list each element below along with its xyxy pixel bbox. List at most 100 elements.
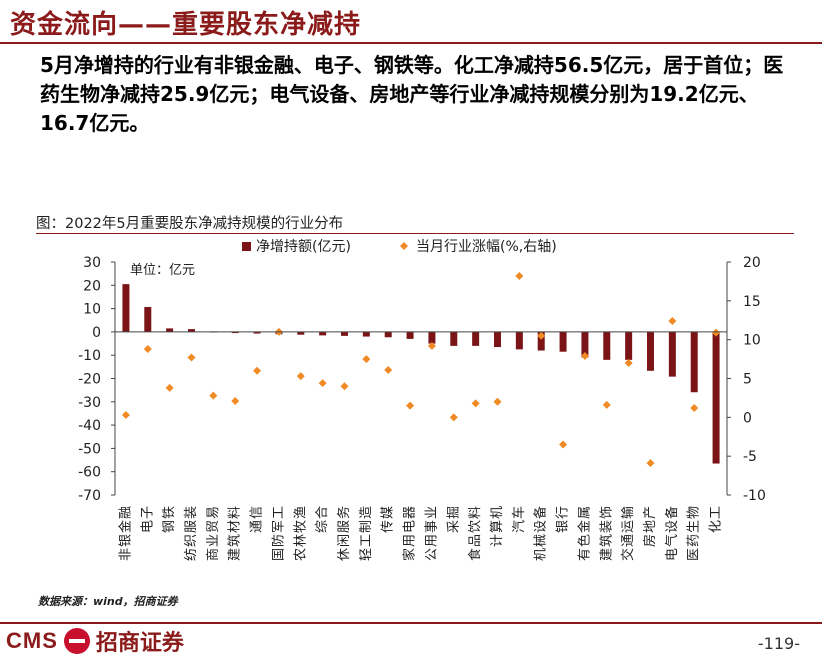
x-tick-label: 电气设备 (664, 505, 680, 561)
bar (472, 331, 480, 346)
bar (384, 331, 392, 338)
scatter-point (537, 331, 546, 340)
bar (319, 331, 327, 336)
x-tick-label: 有色金属 (576, 505, 592, 561)
scatter-point (646, 459, 655, 468)
x-tick-label: 农林牧渔 (293, 505, 308, 561)
footer-divider (0, 622, 822, 624)
summary-text: 5月净增持的行业有非银金融、电子、钢铁等。化工净减持56.5亿元，居于首位；医药… (40, 53, 784, 135)
x-tick-label: 钢铁 (162, 505, 177, 533)
x-tick-label: 家用电器 (402, 505, 418, 561)
legend-bar-label: 净增持额(亿元) (256, 239, 351, 255)
bar (668, 331, 676, 377)
bar (144, 306, 152, 332)
bar (690, 331, 698, 393)
scatter-point (187, 353, 196, 362)
x-tick-label: 建筑装饰 (598, 505, 614, 561)
bar (362, 331, 370, 337)
y-left-tick-label: 20 (83, 278, 101, 294)
y-right-tick-label: 5 (743, 372, 752, 388)
bar (537, 331, 545, 351)
page-title: 资金流向——重要股东净减持 (10, 10, 362, 40)
scatter-point (384, 365, 393, 374)
bar (515, 331, 523, 350)
y-left-tick-label: 30 (83, 255, 101, 271)
y-right-tick-label: -10 (743, 488, 766, 504)
x-tick-label: 公用事业 (424, 505, 439, 561)
x-tick-label: 汽车 (511, 505, 527, 533)
scatter-point (624, 358, 633, 367)
x-tick-label: 轻工制造 (359, 505, 374, 561)
scatter-point (580, 351, 589, 360)
y-left-tick-label: -40 (78, 418, 101, 434)
bar (625, 331, 633, 360)
scatter-point (406, 401, 415, 410)
bar (559, 331, 567, 352)
data-source: 数据来源：wind，招商证券 (38, 595, 178, 608)
y-left-tick-label: -30 (78, 395, 101, 411)
bar (603, 331, 611, 360)
scatter-point (471, 399, 480, 408)
x-tick-label: 通信 (250, 505, 265, 533)
y-right-tick-label: -5 (743, 449, 757, 465)
x-tick-label: 机械设备 (533, 505, 549, 561)
logo-chinese-text: 招商证券 (95, 631, 184, 656)
bar (712, 331, 720, 464)
bar (231, 331, 239, 334)
x-tick-label: 休闲服务 (336, 505, 352, 561)
scatter-point (712, 328, 721, 337)
legend-dot-label: 当月行业涨幅(%,右轴) (416, 239, 557, 255)
scatter-point (362, 355, 371, 364)
page-number: -119- (757, 634, 800, 653)
x-tick-label: 传媒 (381, 505, 396, 533)
bar (494, 331, 501, 348)
x-tick-label: 房地产 (642, 505, 658, 547)
x-tick-label: 综合 (315, 505, 330, 533)
chart: -70-60-50-40-30-20-100102030-10-50510152… (78, 239, 766, 561)
x-tick-label: 计算机 (490, 505, 505, 547)
x-tick-label: 医药生物 (687, 505, 702, 561)
y-right-tick-label: 10 (743, 333, 761, 349)
scatter-point (340, 382, 349, 391)
scatter-point (449, 413, 458, 422)
scatter-point (296, 372, 305, 381)
bar (581, 331, 589, 358)
scatter-point (318, 379, 327, 388)
y-right-tick-label: 0 (743, 410, 752, 426)
scatter-point (515, 271, 524, 280)
y-left-tick-label: 0 (92, 325, 101, 341)
bar (188, 329, 195, 332)
bar (406, 331, 414, 339)
bar (166, 328, 174, 332)
scatter-point (165, 383, 174, 392)
scatter-point (690, 404, 699, 413)
scatter-point (427, 341, 436, 350)
x-tick-label: 非银金融 (117, 505, 133, 561)
y-left-tick-label: -70 (78, 488, 101, 504)
scatter-point (493, 397, 502, 406)
scatter-point (121, 411, 130, 420)
y-left-tick-label: -60 (78, 465, 101, 481)
unit-label: 单位：亿元 (130, 263, 195, 278)
x-tick-label: 化工 (709, 505, 724, 533)
x-tick-label: 电子 (140, 505, 155, 533)
bar (253, 331, 261, 334)
bar (428, 331, 436, 344)
x-tick-label: 建筑材料 (227, 505, 243, 561)
scatter-point (602, 400, 611, 409)
y-left-tick-label: 10 (83, 302, 101, 318)
x-tick-label: 食品饮料 (467, 505, 483, 561)
title-divider (0, 42, 822, 44)
logo-text: CMS (6, 628, 58, 653)
y-left-tick-label: -20 (78, 372, 101, 388)
figure-divider (36, 233, 794, 234)
scatter-point (209, 391, 218, 400)
logo-mark-icon (63, 628, 90, 654)
bar (122, 284, 130, 332)
x-tick-label: 采掘 (446, 505, 461, 533)
x-tick-label: 纺织服装 (184, 505, 199, 561)
x-tick-label: 交通运输 (620, 505, 636, 561)
y-left-tick-label: -50 (78, 441, 101, 457)
legend-bar-swatch (242, 242, 251, 251)
y-right-tick-label: 15 (743, 294, 761, 310)
